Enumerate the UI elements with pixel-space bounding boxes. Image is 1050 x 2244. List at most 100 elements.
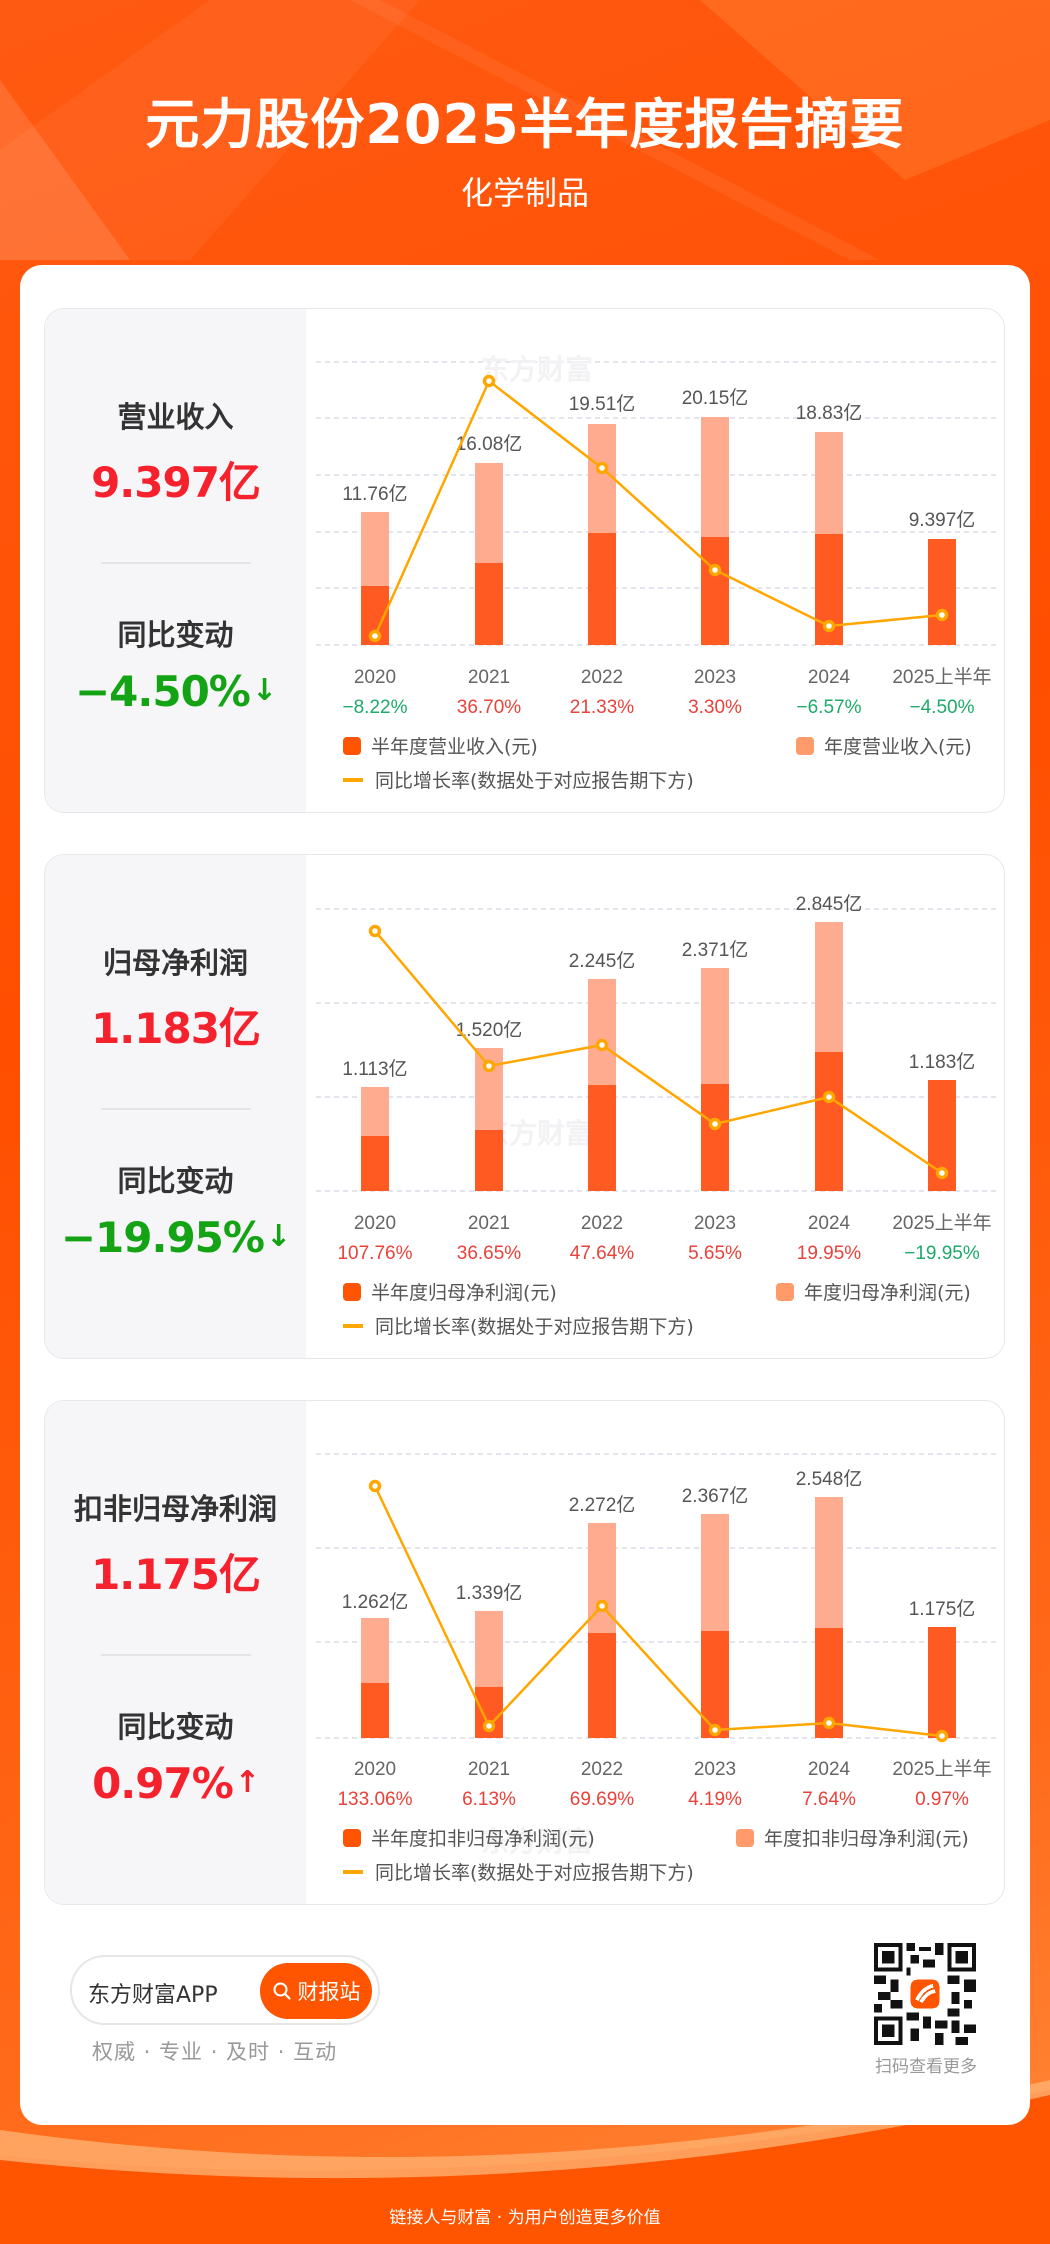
divider xyxy=(101,562,251,564)
deducted-net-profit-chart: 东方财富 1.262亿 1.339亿 2.272亿 2.367亿 2.548亿 xyxy=(306,1401,1004,1904)
legend-line: 同比增长率(数据处于对应报告期下方) xyxy=(343,766,694,793)
yoy-label: 5.65% xyxy=(688,1243,742,1264)
yoy-label: 3.30% xyxy=(688,697,742,718)
section-net-profit: 归母净利润 1.183亿 同比变动 −19.95%↓ 东方财富 xyxy=(44,854,1005,1359)
x-axis-label: 2023 xyxy=(694,1213,736,1234)
x-axis-label: 2021 xyxy=(468,667,510,688)
x-axis-label: 2025上半年 xyxy=(892,1212,991,1234)
app-name: 东方财富APP xyxy=(88,1983,218,2008)
section-revenue: 营业收入 9.397亿 同比变动 −4.50%↓ 东方财富 xyxy=(44,308,1005,813)
legend-label: 年度营业收入(元) xyxy=(824,736,972,758)
change-label: 同比变动 xyxy=(117,1164,234,1198)
bar-value-label: 1.520亿 xyxy=(456,1019,523,1041)
report-station-label: 财报站 xyxy=(297,1980,361,2004)
bar-value-label: 2.245亿 xyxy=(569,950,636,972)
metric-value: 1.183亿 xyxy=(91,1004,261,1053)
search-icon xyxy=(273,1982,291,2000)
legend-swatch-half xyxy=(343,1828,361,1847)
bar-value-label: 11.76亿 xyxy=(342,483,407,505)
metric-label: 营业收入 xyxy=(117,400,234,434)
change-value-row: −19.95%↓ xyxy=(45,1213,306,1262)
yoy-label: 0.97% xyxy=(915,1789,969,1810)
legend-annual: 年度营业收入(元) xyxy=(796,732,972,759)
legend-swatch-half xyxy=(343,1282,361,1301)
x-axis-label: 2024 xyxy=(808,1213,851,1234)
yoy-points xyxy=(368,924,949,1180)
yoy-label: 69.69% xyxy=(570,1789,635,1810)
yoy-line xyxy=(373,379,943,637)
section-deducted-net-profit: 扣非归母净利润 1.175亿 同比变动 0.97%↑ 东方财富 xyxy=(44,1400,1005,1905)
x-axis-label: 2021 xyxy=(468,1213,510,1234)
half-bars xyxy=(361,1052,956,1191)
legend-line: 同比增长率(数据处于对应报告期下方) xyxy=(343,1312,694,1339)
legend-swatch-half xyxy=(343,736,361,755)
legend-label: 同比增长率(数据处于对应报告期下方) xyxy=(375,770,694,792)
x-axis-label: 2024 xyxy=(808,667,851,688)
legend-annual: 年度归母净利润(元) xyxy=(776,1278,971,1305)
yoy-label: 36.70% xyxy=(457,697,522,718)
legend-half: 半年度扣非归母净利润(元) xyxy=(343,1824,595,1851)
yoy-label: −4.50% xyxy=(910,697,975,718)
revenue-chart-svg: 东方财富 11.76亿 16.08亿 19.51亿 20.15亿 18.83亿 xyxy=(316,353,996,718)
qr-code-icon[interactable] xyxy=(874,1943,976,2045)
yoy-label: −6.57% xyxy=(797,697,862,718)
legend-half: 半年度营业收入(元) xyxy=(343,732,538,759)
watermark: 东方财富 xyxy=(481,353,593,386)
tagline: 权威 · 专业 · 及时 · 互动 xyxy=(92,2040,338,2064)
x-axis-label: 2023 xyxy=(694,667,736,688)
yoy-label: −8.22% xyxy=(343,697,408,718)
yoy-label: −19.95% xyxy=(904,1243,980,1264)
legend-label: 半年度营业收入(元) xyxy=(371,736,538,758)
yoy-label: 7.64% xyxy=(802,1789,856,1810)
x-axis-label: 2022 xyxy=(581,1759,623,1780)
net-profit-chart: 东方财富 1.113亿 1.520亿 2.245亿 2.371亿 2.845亿 xyxy=(306,855,1004,1358)
change-label: 同比变动 xyxy=(117,1710,234,1744)
net-profit-chart-svg: 东方财富 1.113亿 1.520亿 2.245亿 2.371亿 2.845亿 xyxy=(316,893,996,1264)
change-value: −4.50% xyxy=(74,667,251,716)
report-card: 营业收入 9.397亿 同比变动 −4.50%↓ 东方财富 xyxy=(20,265,1030,2125)
watermark: 东方财富 xyxy=(481,1825,593,1858)
metric-panel: 归母净利润 1.183亿 同比变动 −19.95%↓ xyxy=(45,855,306,1358)
legend-label: 半年度归母净利润(元) xyxy=(371,1282,557,1304)
x-axis-label: 2020 xyxy=(354,1213,396,1234)
bar-value-label: 16.08亿 xyxy=(456,433,523,455)
bar-value-label: 19.51亿 xyxy=(569,393,636,415)
page-title: 元力股份2025半年度报告摘要 xyxy=(145,93,905,156)
legend-label: 同比增长率(数据处于对应报告期下方) xyxy=(375,1316,694,1338)
yoy-line xyxy=(374,930,943,1175)
bar-value-label: 2.845亿 xyxy=(796,893,863,915)
arrow-down-icon: ↓ xyxy=(251,673,277,708)
metric-value: 9.397亿 xyxy=(91,458,261,507)
report-station-button[interactable]: 财报站 xyxy=(260,1963,372,2019)
x-axis-label: 2020 xyxy=(354,1759,396,1780)
yoy-points xyxy=(368,1479,949,1743)
yoy-points xyxy=(368,374,949,643)
legend-swatch-line xyxy=(343,1869,363,1874)
legend-label: 年度扣非归母净利润(元) xyxy=(764,1828,969,1850)
metric-panel: 扣非归母净利润 1.175亿 同比变动 0.97%↑ xyxy=(45,1401,306,1904)
app-search-pill[interactable]: 东方财富APP 财报站 xyxy=(70,1955,380,2025)
footer-slogan: 链接人与财富 · 为用户创造更多价值 xyxy=(389,2208,661,2228)
metric-label: 归母净利润 xyxy=(102,946,248,980)
page-subtitle: 化学制品 xyxy=(460,174,589,212)
arrow-up-icon: ↑ xyxy=(234,1765,260,1800)
arrow-down-icon: ↓ xyxy=(265,1219,291,1254)
change-value: 0.97% xyxy=(92,1759,234,1808)
bar-value-label: 2.548亿 xyxy=(796,1468,863,1490)
yoy-label: 47.64% xyxy=(570,1243,635,1264)
divider xyxy=(101,1108,251,1110)
x-axis-label: 2024 xyxy=(808,1759,851,1780)
x-axis-label: 2025上半年 xyxy=(892,1758,991,1780)
legend-swatch-annual xyxy=(776,1282,794,1301)
bar-value-label: 20.15亿 xyxy=(682,387,749,409)
legend-annual: 年度扣非归母净利润(元) xyxy=(736,1824,969,1851)
yoy-line xyxy=(373,1485,943,1738)
yoy-label: 21.33% xyxy=(570,697,635,718)
bar-value-label: 1.339亿 xyxy=(456,1582,523,1604)
qr-caption: 扫码查看更多 xyxy=(875,2057,977,2077)
revenue-chart: 东方财富 11.76亿 16.08亿 19.51亿 20.15亿 18.83亿 xyxy=(306,309,1004,812)
legend-swatch-line xyxy=(343,777,363,782)
divider xyxy=(101,1654,251,1656)
x-axis-label: 2025上半年 xyxy=(892,666,991,688)
change-value-row: 0.97%↑ xyxy=(45,1759,306,1808)
